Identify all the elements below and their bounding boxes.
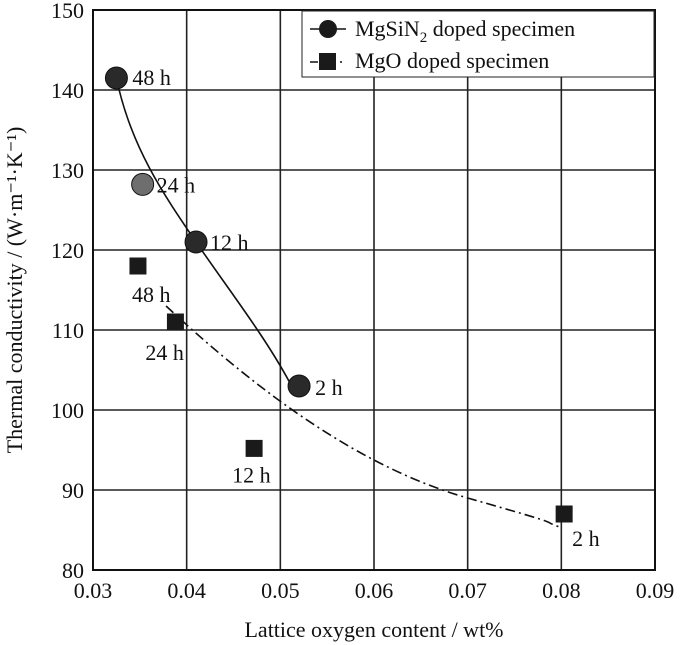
y-axis-title: Thermal conductivity / (W·m⁻¹·K⁻¹)	[2, 127, 27, 454]
point-label: 2 h	[572, 526, 600, 551]
y-tick-label: 120	[51, 238, 84, 263]
point-mgsin2	[287, 374, 311, 398]
y-tick-label: 110	[52, 318, 84, 343]
point-label: 12 h	[210, 230, 249, 255]
legend-marker-circle	[319, 20, 337, 38]
point-mgsin2	[184, 230, 208, 254]
y-tick-label: 140	[51, 78, 84, 103]
point-mgo	[129, 257, 147, 275]
y-tick-label: 150	[51, 0, 84, 23]
x-tick-label: 0.06	[355, 578, 394, 603]
x-tick-label: 0.09	[636, 578, 675, 603]
point-mgo	[245, 439, 263, 457]
point-mgo	[166, 313, 184, 331]
legend-label-mgsin2: MgSiN2 doped specimen	[355, 16, 575, 46]
legend-box	[301, 10, 655, 78]
point-label: 2 h	[315, 375, 343, 400]
trend-line-mgsin2	[115, 77, 293, 387]
legend-label-mgo: MgO doped specimen	[355, 48, 549, 73]
y-tick-label: 80	[62, 558, 84, 583]
x-tick-label: 0.07	[448, 578, 487, 603]
grid	[92, 9, 656, 571]
trend-line-mgo	[165, 305, 562, 529]
point-mgsin2	[104, 66, 128, 90]
point-mgsin2	[131, 172, 155, 196]
data-points	[104, 66, 573, 523]
x-tick-label: 0.05	[261, 578, 300, 603]
x-tick-label: 0.08	[542, 578, 581, 603]
x-tick-label: 0.03	[74, 578, 113, 603]
point-mgo	[555, 505, 573, 523]
x-tick-label: 0.04	[167, 578, 206, 603]
x-axis-title: Lattice oxygen content / wt%	[244, 617, 503, 642]
point-label: 24 h	[157, 172, 196, 197]
point-labels: 48 h 24 h 12 h 2 h 48 h 24 h 12 h 2 h	[132, 65, 600, 551]
legend: MgSiN2 doped specimen MgO doped specimen	[301, 10, 655, 78]
tick-labels: 0.03 0.04 0.05 0.06 0.07 0.08 0.09 80 90 100 110 12…	[51, 0, 674, 603]
y-tick-label: 100	[51, 398, 84, 423]
y-tick-label: 90	[62, 478, 84, 503]
plot-frame	[92, 9, 656, 571]
point-label: 48 h	[132, 282, 171, 307]
point-label: 24 h	[145, 340, 184, 365]
point-label: 12 h	[232, 462, 271, 487]
point-label: 48 h	[132, 65, 171, 90]
y-tick-label: 130	[51, 158, 84, 183]
trend-lines	[115, 77, 562, 529]
legend-marker-square	[319, 53, 336, 70]
